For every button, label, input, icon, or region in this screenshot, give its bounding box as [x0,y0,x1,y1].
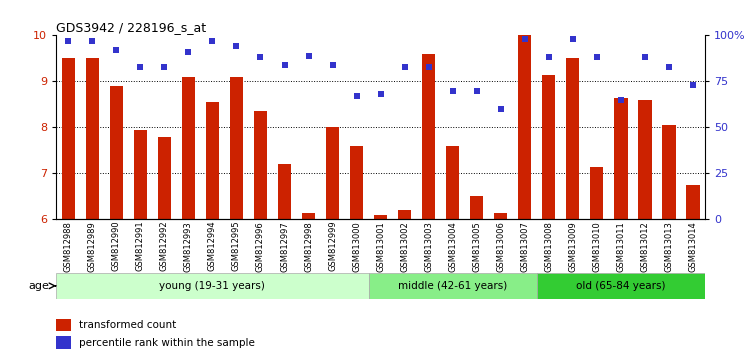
Bar [537,273,705,299]
Bar [134,130,147,219]
Point [447,88,459,93]
Point [278,62,290,68]
Text: old (65-84 years): old (65-84 years) [576,281,666,291]
Text: transformed count: transformed count [79,320,176,330]
Bar [368,273,537,299]
Bar [350,146,363,219]
Point [374,91,387,97]
Bar [422,54,435,219]
Point [158,64,170,69]
Point [134,64,146,69]
Point [326,62,338,68]
Bar [374,215,387,219]
Bar [86,58,99,219]
Point [423,64,435,69]
Bar [254,111,267,219]
Bar [398,210,411,219]
Point [350,93,362,99]
Bar [206,102,219,219]
Text: young (19-31 years): young (19-31 years) [160,281,266,291]
Bar [614,97,628,219]
Point [471,88,483,93]
Bar [638,100,652,219]
Bar [518,35,532,219]
Bar [110,86,123,219]
Point [302,53,314,58]
Point [230,44,242,49]
Bar [326,127,339,219]
Point [519,36,531,42]
Point [687,82,699,88]
Point [543,55,555,60]
Bar [566,58,580,219]
Point [110,47,122,53]
Bar [494,212,507,219]
Point [254,55,266,60]
Bar [278,164,291,219]
Bar [662,125,676,219]
Point [663,64,675,69]
Bar [182,77,195,219]
Bar [542,74,556,219]
Bar [56,319,70,331]
Bar [302,212,315,219]
Point [206,38,218,44]
Point [86,38,98,44]
Bar [62,58,75,219]
Text: middle (42-61 years): middle (42-61 years) [398,281,507,291]
Point [62,38,74,44]
Bar [470,196,483,219]
Text: GDS3942 / 228196_s_at: GDS3942 / 228196_s_at [56,21,206,34]
Bar [686,185,700,219]
Point [182,49,194,55]
Point [591,55,603,60]
Bar [230,77,243,219]
Point [639,55,651,60]
Bar [158,137,171,219]
Text: percentile rank within the sample: percentile rank within the sample [79,338,255,348]
Point [615,97,627,103]
Text: age: age [28,281,49,291]
Bar [56,273,368,299]
Point [567,36,579,42]
Point [399,64,411,69]
Bar [590,166,604,219]
Bar [56,336,70,349]
Bar [446,146,459,219]
Point [495,106,507,112]
